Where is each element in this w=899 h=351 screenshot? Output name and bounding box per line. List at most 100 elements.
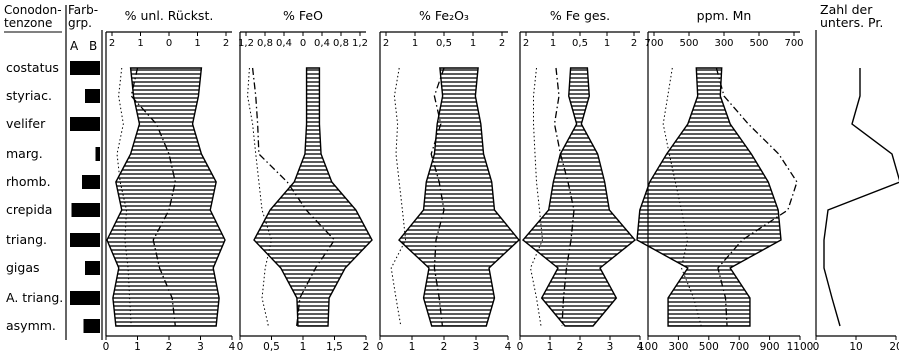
zone-title-line2: tenzone xyxy=(4,16,52,30)
bottom-tick-label: 0 xyxy=(813,341,820,351)
zone-label: asymm. xyxy=(6,318,56,333)
farb-bar xyxy=(71,203,100,217)
bottom-tick-label: 900 xyxy=(760,341,780,351)
top-tick-label: 1 xyxy=(604,38,610,49)
top-tick-label: 0,5 xyxy=(436,38,452,49)
envelope-area xyxy=(636,67,782,327)
top-tick-label: 1,2 xyxy=(238,38,254,49)
bottom-tick-label: 3 xyxy=(473,341,480,351)
zone-label: gigas xyxy=(6,260,40,275)
top-tick-label: 1 xyxy=(412,38,418,49)
bottom-tick-label: 500 xyxy=(699,341,719,351)
envelope-area xyxy=(398,67,520,327)
farb-bar xyxy=(85,89,100,103)
farb-bar xyxy=(70,291,100,305)
bottom-tick-label: 0 xyxy=(377,341,384,351)
farb-label-b: B xyxy=(89,39,97,53)
panel: ppm. Mn 100 300 500 700 900 1100 700 500 300 500 70… xyxy=(636,8,813,351)
top-tick-label: 2 xyxy=(109,38,115,49)
zone-label: costatus xyxy=(6,60,59,75)
panel: % unl. Rückst. 0 1 2 3 4 2 1 0 1 2 xyxy=(103,8,236,351)
top-tick-label: 2 xyxy=(499,38,505,49)
dotted-series xyxy=(116,67,132,327)
top-tick-label: 1,2 xyxy=(352,38,368,49)
farb-title: Farb- grp. xyxy=(68,3,102,30)
top-tick-label: 2 xyxy=(223,38,229,49)
envelope-area xyxy=(521,67,637,327)
top-tick-label: 0,4 xyxy=(276,38,292,49)
bottom-tick-label: 1 xyxy=(409,341,416,351)
bottom-tick-label: 3 xyxy=(607,341,614,351)
envelope-area xyxy=(253,67,373,327)
top-tick-label: 300 xyxy=(714,38,733,49)
farb-bar xyxy=(83,319,100,333)
top-tick-label: 2 xyxy=(383,38,389,49)
farb-bar xyxy=(85,261,100,275)
bottom-tick-label: 1,5 xyxy=(326,341,343,351)
bottom-tick-label: 1 xyxy=(547,341,554,351)
top-tick-label: 2 xyxy=(523,38,529,49)
zone-title: Conodon- tenzone xyxy=(4,3,65,30)
bottom-tick-label: 3 xyxy=(197,341,204,351)
panel-title: % unl. Rückst. xyxy=(125,8,214,23)
zone-label: A. triang. xyxy=(6,290,63,305)
bottom-tick-label: 4 xyxy=(505,341,512,351)
bottom-tick-label: 4 xyxy=(637,341,644,351)
top-tick-label: 0,4 xyxy=(314,38,330,49)
dashdot-series xyxy=(553,67,575,327)
dashdot-series xyxy=(251,67,336,327)
dotted-series xyxy=(529,67,544,327)
zone-label: marg. xyxy=(6,146,43,161)
zone-label: styriac. xyxy=(6,88,52,103)
bottom-tick-label: 20 xyxy=(889,341,899,351)
sample-count-line xyxy=(823,68,899,327)
dotted-series xyxy=(247,67,273,327)
panel-title: Zahl der unters. Pr. xyxy=(820,2,883,30)
top-tick-label: 1 xyxy=(550,38,556,49)
bottom-tick-label: 700 xyxy=(729,341,749,351)
top-tick-label: 500 xyxy=(679,38,698,49)
dashdot-series xyxy=(715,67,798,327)
bottom-tick-label: 0,5 xyxy=(263,341,280,351)
bottom-tick-label: 10 xyxy=(849,341,862,351)
farb-title-line1: Farb- xyxy=(68,3,98,17)
dashdot-series xyxy=(130,67,176,327)
bottom-tick-label: 0 xyxy=(103,341,110,351)
zone-title-line1: Conodon- xyxy=(4,3,62,17)
top-tick-label: 1 xyxy=(194,38,200,49)
dashdot-series xyxy=(430,67,445,327)
top-tick-label: 2 xyxy=(631,38,637,49)
farb-bar xyxy=(70,233,100,247)
panel-title: % Fe₂O₃ xyxy=(419,8,469,23)
zone-label: rhomb. xyxy=(6,174,51,189)
top-tick-label: 1 xyxy=(137,38,143,49)
bottom-tick-label: 1 xyxy=(300,341,307,351)
bottom-tick-label: 2 xyxy=(577,341,584,351)
panel-title: ppm. Mn xyxy=(697,8,752,23)
top-tick-label: 700 xyxy=(644,38,663,49)
farb-bar xyxy=(82,175,100,189)
zone-label: triang. xyxy=(6,232,47,247)
envelope-area xyxy=(106,67,226,327)
panel-title: % Fe ges. xyxy=(550,8,610,23)
zone-label: crepida xyxy=(6,202,52,217)
top-tick-label: 500 xyxy=(749,38,768,49)
dotted-series xyxy=(662,67,702,327)
bottom-tick-label: 100 xyxy=(638,341,658,351)
bottom-tick-label: 1 xyxy=(134,341,141,351)
dotted-series xyxy=(390,67,407,327)
bottom-tick-label: 2 xyxy=(166,341,173,351)
farb-bars xyxy=(70,61,100,333)
bottom-tick-label: 2 xyxy=(363,341,370,351)
zone-label: velifer xyxy=(6,116,46,131)
top-tick-label: 0 xyxy=(166,38,172,49)
bottom-tick-label: 2 xyxy=(441,341,448,351)
farb-bar xyxy=(70,117,100,131)
bottom-tick-label: 0 xyxy=(517,341,524,351)
bottom-tick-label: 4 xyxy=(229,341,236,351)
farb-bar xyxy=(95,147,100,161)
